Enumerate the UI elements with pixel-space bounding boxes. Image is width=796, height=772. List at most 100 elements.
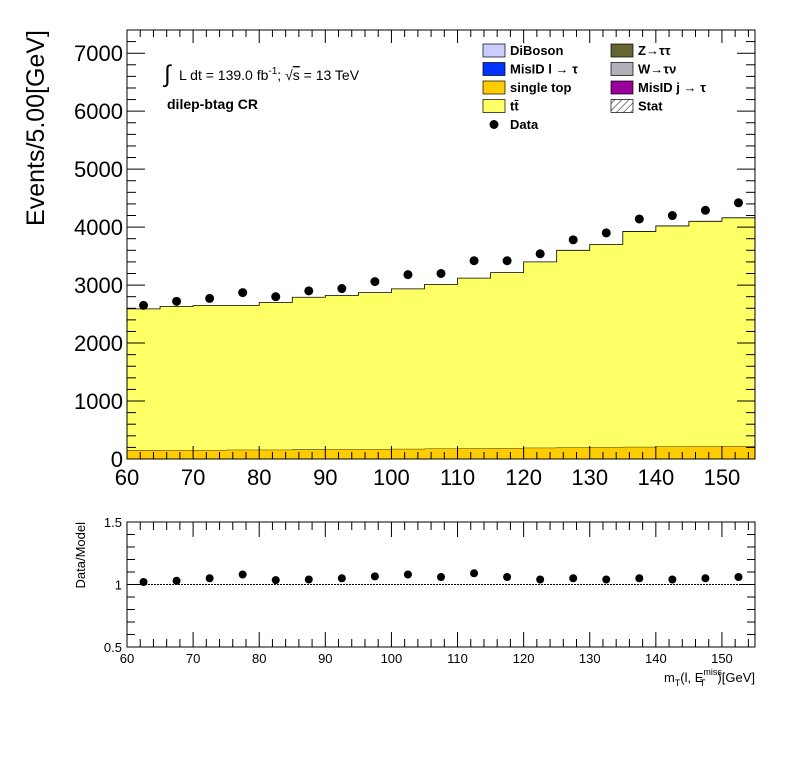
lumi-text: L dt = 139.0 fb-1; √s = 13 TeV — [179, 66, 360, 83]
ratio-point — [403, 570, 412, 579]
ratio-x-tick-label: 70 — [186, 651, 200, 666]
ratio-point — [701, 574, 710, 583]
legend-label: single top — [510, 80, 571, 95]
legend-swatch-hatch — [610, 99, 634, 113]
data-point — [337, 284, 347, 294]
ratio-x-tick-label: 120 — [513, 651, 535, 666]
y-tick-label: 0 — [111, 447, 123, 472]
data-point — [370, 277, 380, 287]
y-tick-label: 1000 — [74, 389, 123, 414]
ratio-point — [370, 572, 379, 581]
ratio-panel: 60 70 80 90 100 110 120 130 140 150 0.5 1 1.5 Data/… — [73, 515, 756, 688]
data-point — [238, 288, 248, 298]
legend-entry: Stat — [610, 99, 663, 114]
ratio-x-tick-label: 110 — [447, 651, 468, 666]
y-tick-label: 2000 — [74, 331, 123, 356]
lumi-annotation: ∫ L dt = 139.0 fb-1; √s = 13 TeV dilep-b… — [162, 61, 360, 112]
x-tick-label: 150 — [704, 465, 741, 490]
legend-entry: single top — [482, 80, 571, 95]
ratio-x-tick-label: 150 — [711, 651, 733, 666]
data-point — [304, 286, 314, 296]
ratio-x-tick-label: 140 — [645, 651, 667, 666]
xlabel-sub: T — [675, 678, 681, 688]
ratio-point — [668, 575, 677, 584]
main-x-axis: 60 70 80 90 100 110 120 130 140 150 — [115, 30, 749, 490]
x-tick-label: 140 — [637, 465, 674, 490]
data-point — [205, 293, 215, 303]
ratio-point — [470, 569, 479, 578]
xlabel-main: m — [664, 670, 675, 685]
legend-label: MisID l → τ — [510, 62, 578, 77]
x-tick-label: 100 — [373, 465, 410, 490]
ratio-x-tick-label: 90 — [318, 651, 332, 666]
ratio-point — [635, 574, 644, 583]
xlabel-mid: (l, E — [680, 670, 703, 685]
y-tick-label: 3000 — [74, 273, 123, 298]
ratio-point — [569, 574, 578, 583]
legend-label: DiBoson — [510, 43, 564, 58]
legend-entry: Data — [489, 117, 539, 132]
ratio-point — [304, 575, 313, 584]
main-y-axis-label: Events/5.00[GeV] — [22, 30, 50, 226]
ratio-y-tick-label: 0.5 — [104, 640, 122, 655]
xlabel-sub2: T — [700, 678, 706, 688]
legend-swatch — [482, 43, 506, 58]
histogram-single-top — [127, 445, 755, 459]
main-plot-frame — [126, 29, 756, 460]
xlabel-sup: miss — [703, 667, 722, 677]
legend-label: W→τν — [638, 62, 676, 77]
legend-entry: DiBoson — [482, 43, 564, 58]
ratio-x-tick-label: 60 — [120, 651, 134, 666]
legend: DiBoson Z→ττ MisID l → τ W→τν single top MisI… — [482, 43, 706, 132]
x-tick-label: 70 — [181, 465, 205, 490]
ratio-point — [271, 576, 280, 585]
ratio-x-tick-label: 80 — [252, 651, 266, 666]
region-label: dilep-btag CR — [167, 96, 258, 112]
legend-swatch — [610, 80, 634, 95]
legend-label: Stat — [638, 99, 663, 114]
histogram-outline — [127, 217, 755, 310]
lumi-mid: ; √ — [277, 67, 293, 83]
data-point — [271, 292, 281, 302]
legend-label: tt̄ — [510, 99, 519, 114]
data-point — [733, 198, 743, 208]
data-point — [700, 205, 710, 215]
data-point — [469, 256, 479, 266]
x-tick-label: 130 — [571, 465, 608, 490]
ratio-point — [536, 575, 545, 584]
legend-swatch — [482, 99, 506, 113]
integral-symbol: ∫ — [162, 61, 172, 88]
ratio-point — [337, 574, 346, 583]
lumi-sup: -1 — [268, 66, 277, 77]
data-point — [667, 211, 677, 221]
lumi-post: = 13 TeV — [300, 67, 360, 83]
ratio-point — [503, 573, 512, 581]
legend-swatch — [610, 43, 634, 58]
x-tick-label: 80 — [247, 465, 271, 490]
data-point — [502, 256, 512, 266]
ratio-y-axis-label: Data/Model — [73, 522, 88, 589]
lumi-s: s — [293, 67, 300, 83]
legend-entry: MisID j → τ — [610, 80, 706, 95]
ratio-y-tick-label: 1 — [115, 578, 122, 593]
legend-label: Data — [510, 117, 539, 132]
main-y-axis: 0 1000 2000 3000 4000 5000 6000 7000 — [74, 29, 755, 472]
data-point — [634, 214, 644, 224]
ratio-y-tick-label: 1.5 — [104, 515, 122, 530]
data-point — [139, 300, 149, 310]
legend-entry: W→τν — [610, 62, 676, 77]
y-tick-label: 4000 — [74, 215, 123, 240]
legend-label: Z→ττ — [638, 43, 671, 58]
ratio-point — [602, 575, 611, 584]
ratio-y-axis: 0.5 1 1.5 — [104, 515, 755, 655]
data-point — [436, 268, 446, 278]
ratio-x-axis-label: mT(l, Emiss T)[GeV] — [664, 667, 755, 688]
ratio-x-axis: 60 70 80 90 100 110 120 130 140 150 — [120, 522, 749, 666]
main-panel: 60 70 80 90 100 110 120 130 140 150 0 1000 2000 3000… — [22, 29, 756, 490]
data-point — [403, 270, 413, 280]
y-tick-label: 5000 — [74, 157, 123, 182]
ratio-point — [437, 573, 445, 581]
ratio-point — [734, 573, 743, 581]
data-points — [139, 198, 743, 310]
